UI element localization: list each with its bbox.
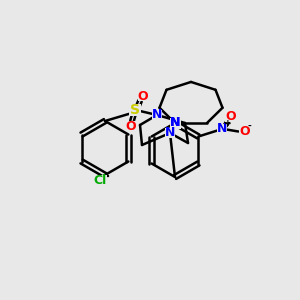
FancyBboxPatch shape xyxy=(169,118,181,128)
FancyBboxPatch shape xyxy=(218,124,227,134)
Text: N: N xyxy=(217,122,228,135)
Text: N: N xyxy=(152,109,162,122)
Text: O: O xyxy=(239,125,250,138)
Text: O: O xyxy=(225,110,236,123)
FancyBboxPatch shape xyxy=(169,118,181,128)
FancyBboxPatch shape xyxy=(126,121,136,131)
Text: Cl: Cl xyxy=(93,173,106,187)
Text: N: N xyxy=(170,116,180,130)
FancyBboxPatch shape xyxy=(165,128,175,138)
Text: O: O xyxy=(126,119,136,133)
FancyBboxPatch shape xyxy=(138,91,148,101)
Text: N: N xyxy=(165,127,175,140)
FancyBboxPatch shape xyxy=(152,110,162,120)
Text: S: S xyxy=(130,103,140,117)
Text: N: N xyxy=(170,116,180,130)
FancyBboxPatch shape xyxy=(225,112,236,122)
FancyBboxPatch shape xyxy=(170,118,180,128)
FancyBboxPatch shape xyxy=(93,175,107,185)
Text: O: O xyxy=(138,89,148,103)
FancyBboxPatch shape xyxy=(239,127,249,136)
Text: -: - xyxy=(248,122,251,131)
Text: +: + xyxy=(224,119,231,128)
FancyBboxPatch shape xyxy=(129,104,141,116)
Text: N: N xyxy=(170,116,180,130)
